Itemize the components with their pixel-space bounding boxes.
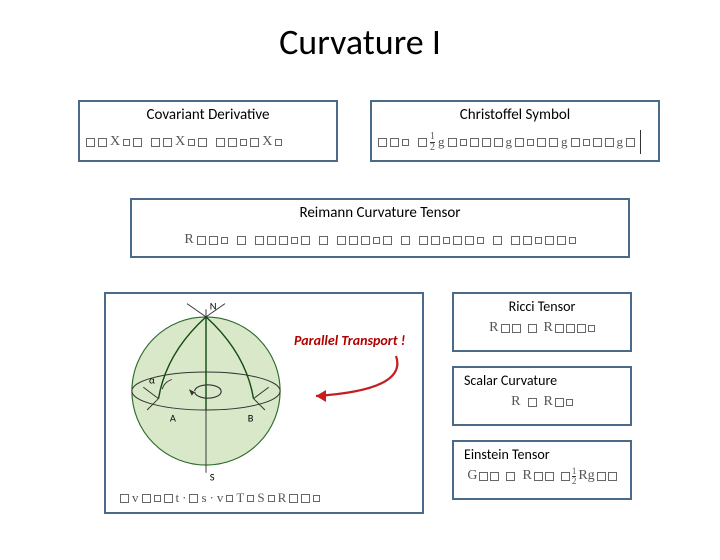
christoffel-formula: 12 g g g g [378,128,652,156]
ricci-title: Ricci Tensor [456,298,628,315]
riemann-formula: R [138,226,622,254]
sphere-label-n: N [210,299,217,312]
sphere-diagram: N S A B α [106,296,306,486]
einstein-formula: G R 12 Rg [462,465,622,487]
red-arrow [286,348,416,418]
riemann-title: Reimann Curvature Tensor [132,200,628,224]
page-title: Curvature I [0,20,720,64]
sphere-label-alpha: α [149,373,155,386]
sphere-label-b: B [248,411,254,424]
christoffel-title: Christoffel Symbol [372,102,658,126]
scalar-formula: R R [462,391,622,413]
scalar-box: Scalar Curvature R R [452,366,632,426]
sphere-label-s: S [210,470,215,483]
bottom-formula: v t· s· v T S R [120,490,320,506]
christoffel-box: Christoffel Symbol 12 g g g g [370,100,660,162]
parallel-transport-label: Parallel Transport ! [294,332,405,349]
ricci-formula: R R [462,317,622,339]
covariant-derivative-box: Covariant Derivative X X X [78,100,338,162]
ricci-box: Ricci Tensor R R [452,292,632,352]
riemann-box: Reimann Curvature Tensor R [130,198,630,258]
covariant-title: Covariant Derivative [80,102,336,126]
einstein-box: Einstein Tensor G R 12 Rg [452,440,632,500]
parallel-transport-box: N S A B α Parallel Transport ! v t· s· v… [104,292,424,514]
einstein-title: Einstein Tensor [456,446,628,463]
scalar-title: Scalar Curvature [456,372,628,389]
sphere-label-a: A [170,411,176,424]
covariant-formula: X X X [86,128,330,156]
